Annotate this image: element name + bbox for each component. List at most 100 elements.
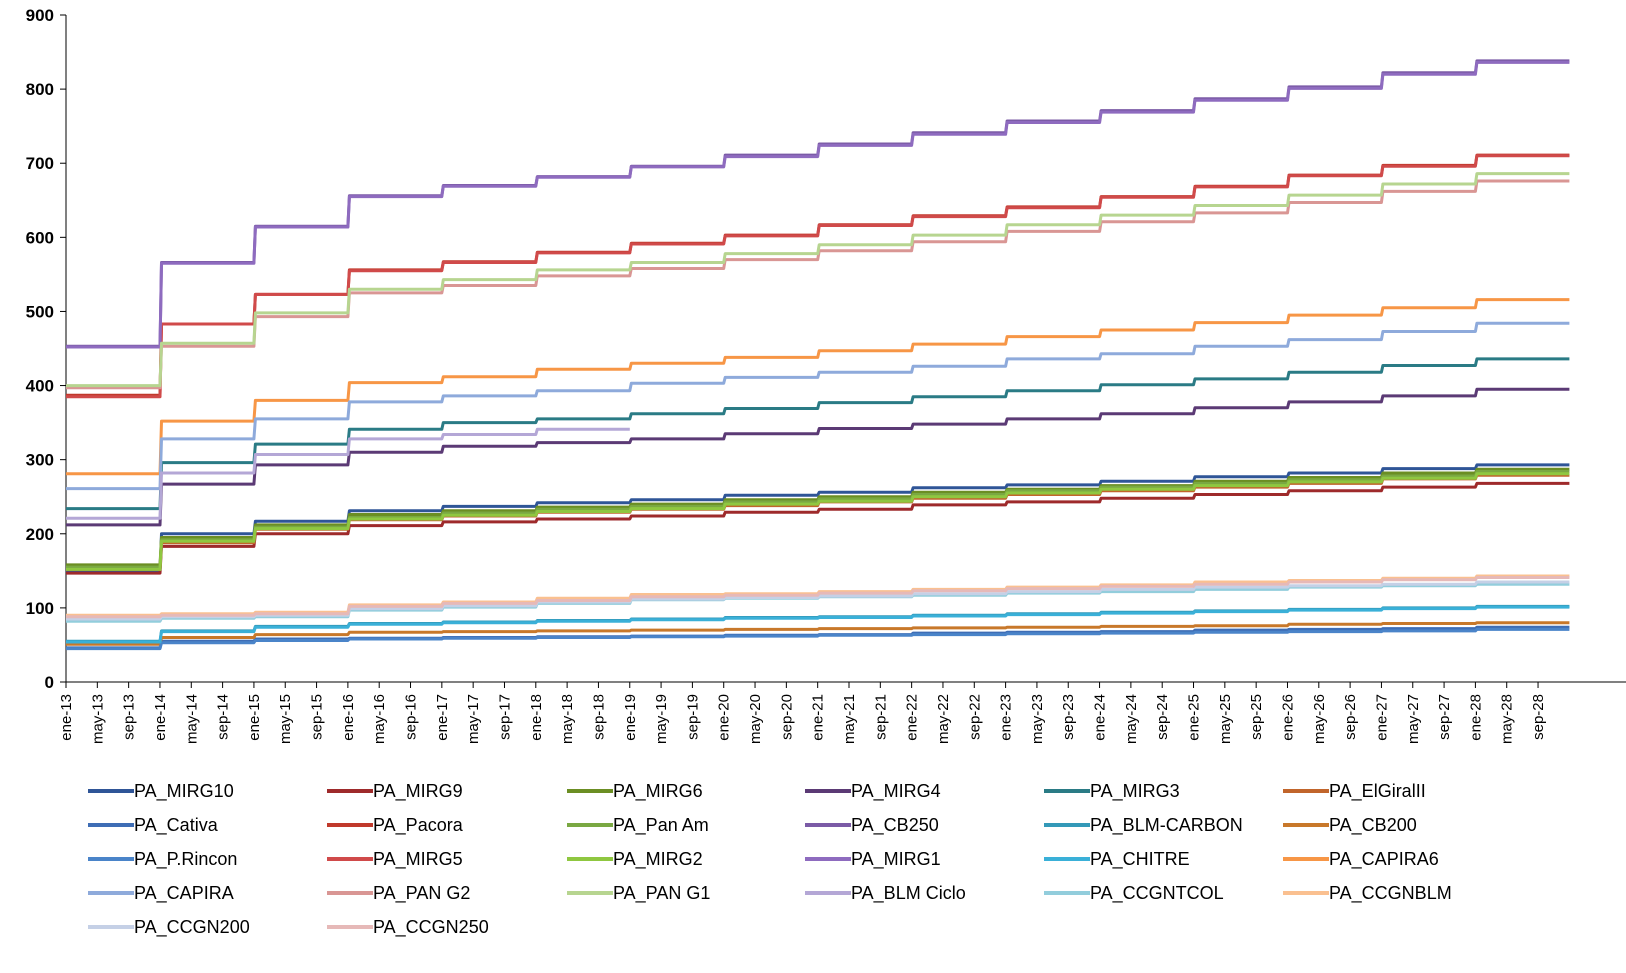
x-tick-label: ene-27 (1373, 694, 1390, 741)
series-line-pa-pan-g1 (66, 172, 1570, 388)
legend-label: PA_PAN G1 (613, 883, 710, 904)
x-tick-label: sep-21 (872, 694, 889, 740)
x-tick-label: ene-28 (1467, 694, 1484, 741)
legend-label: PA_CCGNTCOL (1090, 883, 1224, 904)
legend-label: PA_CCGN250 (373, 917, 489, 938)
legend-label: PA_CHITRE (1090, 849, 1190, 870)
x-tick-label: sep-13 (121, 694, 138, 740)
x-tick-label: may-22 (935, 694, 952, 744)
y-tick-label: 800 (26, 80, 54, 99)
legend-label: PA_BLM-CARBON (1090, 815, 1243, 836)
x-tick-label: sep-24 (1154, 694, 1171, 740)
legend-label: PA_MIRG10 (134, 781, 234, 802)
x-tick-label: may-18 (559, 694, 576, 744)
legend-label: PA_CB250 (851, 815, 939, 836)
x-tick-label: may-21 (841, 694, 858, 744)
series-line-pa-capira6 (66, 298, 1570, 476)
x-tick-label: ene-23 (998, 694, 1015, 741)
x-tick-label: ene-25 (1186, 694, 1203, 741)
x-tick-label: may-25 (1217, 694, 1234, 744)
legend-label: PA_CAPIRA (134, 883, 234, 904)
series-line-pa-pacora (66, 153, 1570, 397)
y-tick-label: 700 (26, 154, 54, 173)
legend-label: PA_MIRG6 (613, 781, 703, 802)
x-tick-label: ene-26 (1279, 694, 1296, 741)
x-tick-label: sep-17 (496, 694, 513, 740)
legend-label: PA_BLM Ciclo (851, 883, 966, 904)
x-tick-label: may-17 (465, 694, 482, 744)
x-tick-label: ene-20 (716, 694, 733, 741)
series-line-pa-cb200 (66, 621, 1570, 646)
x-tick-label: sep-16 (403, 694, 420, 740)
x-tick-label: may-16 (371, 694, 388, 744)
series-line-pa-blm-ciclo (66, 427, 630, 520)
series-line-pa-mirg1 (66, 60, 1570, 349)
series-line-pa-mirg5 (66, 154, 1570, 399)
legend-label: PA_MIRG1 (851, 849, 941, 870)
x-tick-label: may-27 (1405, 694, 1422, 744)
y-tick-label: 500 (26, 302, 54, 321)
series-line-pa-capira (66, 321, 1570, 491)
x-tick-label: sep-20 (778, 694, 795, 740)
legend-label: PA_ElGiralII (1329, 781, 1426, 802)
x-tick-label: ene-16 (340, 694, 357, 741)
x-tick-label: ene-18 (528, 694, 545, 741)
legend-label: PA_Cativa (134, 815, 219, 836)
series-line-pa-chitre (66, 605, 1570, 644)
x-tick-label: ene-22 (904, 694, 921, 741)
x-tick-label: may-14 (183, 694, 200, 744)
x-tick-label: may-23 (1029, 694, 1046, 744)
legend-label: PA_PAN G2 (373, 883, 470, 904)
x-tick-label: sep-19 (684, 694, 701, 740)
x-tick-label: ene-24 (1092, 694, 1109, 741)
series-line-pa-ccgn250 (66, 576, 1570, 619)
legend-label: PA_MIRG9 (373, 781, 463, 802)
legend-label: PA_Pan Am (613, 815, 709, 836)
x-tick-label: sep-18 (590, 694, 607, 740)
x-tick-label: sep-26 (1342, 694, 1359, 740)
x-tick-label: ene-19 (622, 694, 639, 741)
x-tick-label: sep-25 (1248, 694, 1265, 740)
x-tick-label: sep-15 (309, 694, 326, 740)
y-tick-label: 900 (26, 6, 54, 25)
x-tick-label: may-20 (747, 694, 764, 744)
legend-label: PA_CCGN200 (134, 917, 250, 938)
x-tick-label: ene-17 (434, 694, 451, 741)
legend-label: PA_CAPIRA6 (1329, 849, 1439, 870)
x-tick-label: ene-13 (58, 694, 75, 741)
series-line-pa-pan-am (66, 470, 1570, 569)
legend-label: PA_Pacora (373, 815, 464, 836)
y-tick-label: 600 (26, 228, 54, 247)
series-line-pa-p-rincon (66, 627, 1570, 651)
series-line-pa-mirg4 (66, 387, 1570, 527)
x-tick-label: ene-15 (246, 694, 263, 741)
series-line-pa-mirg9 (66, 481, 1570, 575)
legend-label: PA_P.Rincon (134, 849, 237, 870)
y-tick-label: 0 (45, 673, 54, 692)
legend-label: PA_MIRG3 (1090, 781, 1180, 802)
x-tick-label: may-28 (1499, 694, 1516, 744)
x-tick-label: may-15 (277, 694, 294, 744)
legend-label: PA_CCGNBLM (1329, 883, 1452, 904)
legend-label: PA_MIRG2 (613, 849, 703, 870)
x-tick-label: may-19 (653, 694, 670, 744)
x-tick-label: may-13 (89, 694, 106, 744)
x-tick-label: may-24 (1123, 694, 1140, 744)
x-tick-label: sep-22 (966, 694, 983, 740)
x-tick-label: ene-21 (810, 694, 827, 741)
x-tick-label: may-26 (1311, 694, 1328, 744)
x-axis: ene-13 may-13 sep-13 ene-14 may-14 sep-14 ene-… (58, 681, 1626, 744)
legend-label: PA_MIRG5 (373, 849, 463, 870)
y-tick-label: 200 (26, 525, 54, 544)
y-tick-label: 100 (26, 599, 54, 618)
y-axis: 0 100 200 300 400 500 600 700 800 900 (26, 6, 67, 692)
x-tick-label: sep-28 (1530, 694, 1547, 740)
y-tick-label: 400 (26, 377, 54, 396)
x-tick-label: sep-23 (1060, 694, 1077, 740)
legend: PA_MIRG10 PA_MIRG9 PA_MIRG6 PA_MIRG4 PA_MIRG… (88, 781, 1452, 938)
plot-lines (66, 59, 1570, 651)
legend-label: PA_MIRG4 (851, 781, 941, 802)
x-tick-label: ene-14 (152, 694, 169, 741)
y-tick-label: 300 (26, 451, 54, 470)
